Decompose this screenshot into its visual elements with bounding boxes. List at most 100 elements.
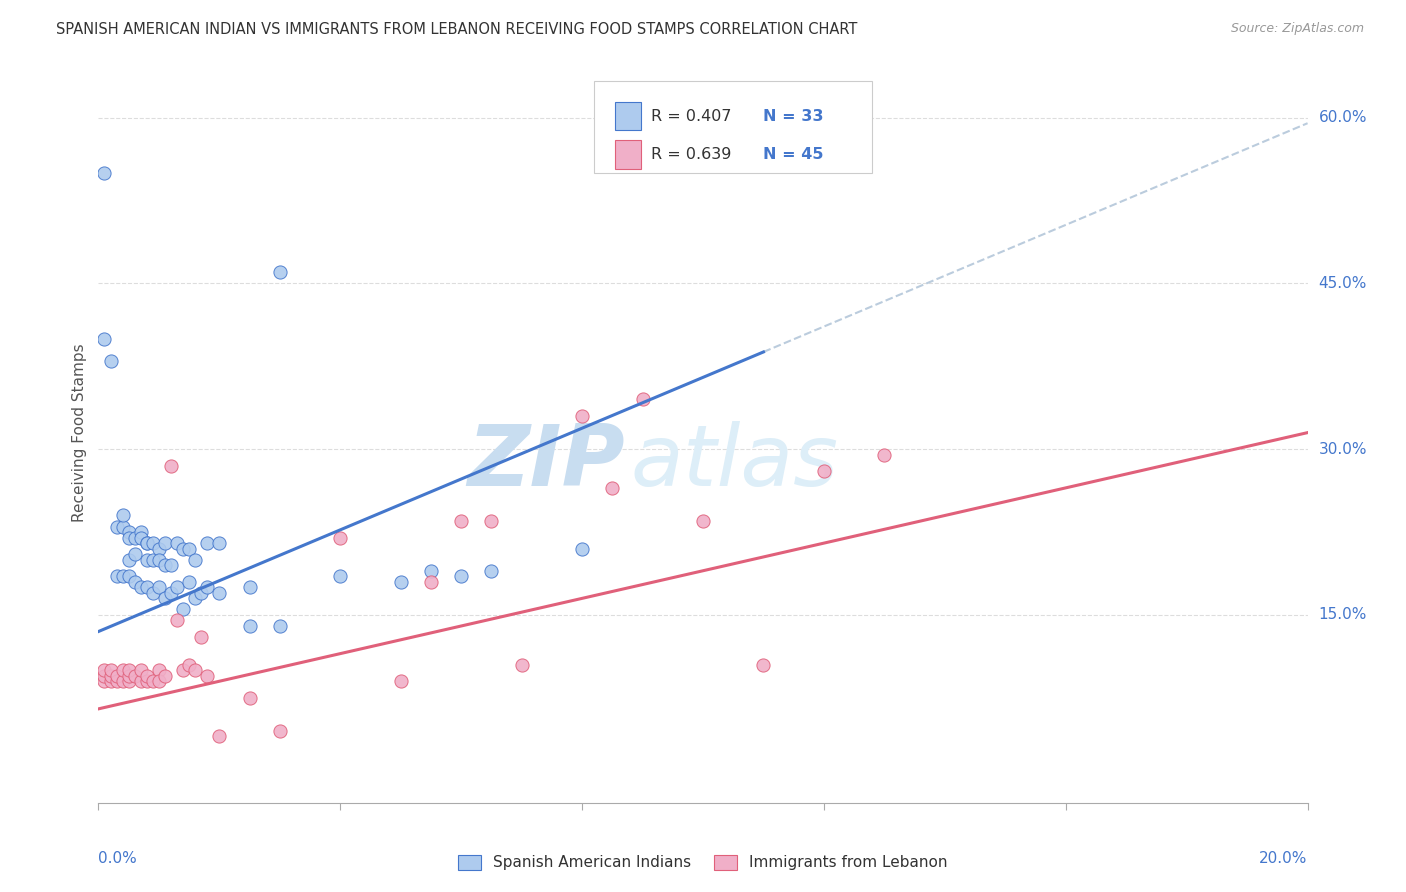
Point (135, 552, 157, 566)
Point (184, 663, 207, 677)
Text: 20.0%: 20.0% (1260, 851, 1308, 866)
Point (118, 669, 141, 683)
Point (631, 392, 654, 407)
Text: 30.0%: 30.0% (1319, 442, 1367, 457)
Point (124, 574, 146, 589)
Point (129, 524, 152, 539)
Point (142, 674, 165, 689)
Point (111, 508, 134, 523)
Point (148, 663, 170, 677)
Legend: Spanish American Indians, Immigrants from Lebanon: Spanish American Indians, Immigrants fro… (451, 848, 955, 877)
Point (148, 674, 170, 689)
Point (571, 541, 593, 556)
Point (135, 669, 157, 683)
Text: R = 0.407: R = 0.407 (651, 109, 731, 124)
Point (118, 524, 141, 539)
Point (172, 663, 194, 677)
Point (105, 519, 128, 533)
Point (239, 690, 262, 705)
Point (269, 265, 291, 279)
Point (93, 166, 115, 180)
Point (179, 574, 201, 589)
Point (118, 569, 141, 583)
Point (389, 674, 412, 689)
Point (111, 569, 134, 583)
Point (105, 569, 128, 583)
Point (135, 536, 157, 550)
Point (166, 614, 188, 628)
Point (195, 580, 218, 594)
Point (190, 630, 212, 644)
Point (142, 536, 165, 550)
Point (135, 674, 157, 689)
Text: SPANISH AMERICAN INDIAN VS IMMIGRANTS FROM LEBANON RECEIVING FOOD STAMPS CORRELA: SPANISH AMERICAN INDIAN VS IMMIGRANTS FR… (56, 22, 858, 37)
Point (148, 552, 170, 566)
Point (184, 552, 207, 566)
Point (160, 586, 183, 600)
Text: N = 33: N = 33 (763, 109, 824, 124)
Point (602, 481, 624, 495)
Point (329, 569, 352, 583)
Point (118, 663, 141, 677)
Point (269, 619, 291, 633)
Point (172, 602, 194, 616)
Point (129, 531, 152, 545)
Point (160, 458, 183, 473)
Text: ZIP: ZIP (467, 421, 624, 504)
Point (100, 663, 122, 677)
Point (111, 519, 134, 533)
Point (142, 586, 165, 600)
Point (129, 580, 152, 594)
Point (153, 669, 176, 683)
Point (153, 536, 176, 550)
Point (93, 669, 115, 683)
Point (148, 580, 170, 594)
Point (389, 574, 412, 589)
Point (481, 564, 503, 578)
Point (481, 514, 503, 528)
Point (184, 591, 207, 606)
Point (450, 514, 472, 528)
Text: 0.0%: 0.0% (98, 851, 138, 866)
Point (135, 580, 157, 594)
Point (179, 657, 201, 672)
Point (153, 591, 176, 606)
Point (124, 531, 146, 545)
Point (420, 574, 443, 589)
Point (93, 332, 115, 346)
Point (100, 669, 122, 683)
Point (692, 514, 714, 528)
Point (148, 541, 170, 556)
Point (208, 730, 231, 744)
FancyBboxPatch shape (614, 140, 641, 169)
Point (124, 669, 146, 683)
Point (752, 657, 775, 672)
Point (873, 448, 896, 462)
Point (571, 409, 593, 423)
Text: 60.0%: 60.0% (1319, 111, 1367, 125)
Point (239, 580, 262, 594)
Point (329, 531, 352, 545)
Point (100, 353, 122, 368)
Point (420, 564, 443, 578)
Text: R = 0.639: R = 0.639 (651, 147, 731, 162)
Point (118, 531, 141, 545)
Text: atlas: atlas (630, 421, 838, 504)
Point (105, 674, 128, 689)
Point (813, 464, 835, 478)
Point (111, 674, 134, 689)
Point (100, 674, 122, 689)
Point (239, 619, 262, 633)
Point (195, 669, 218, 683)
Point (129, 663, 152, 677)
Point (172, 541, 194, 556)
Point (124, 547, 146, 561)
Point (135, 536, 157, 550)
Point (166, 580, 188, 594)
Point (129, 674, 152, 689)
Point (160, 558, 183, 573)
Point (208, 586, 231, 600)
Point (93, 674, 115, 689)
Point (195, 536, 218, 550)
Point (153, 558, 176, 573)
